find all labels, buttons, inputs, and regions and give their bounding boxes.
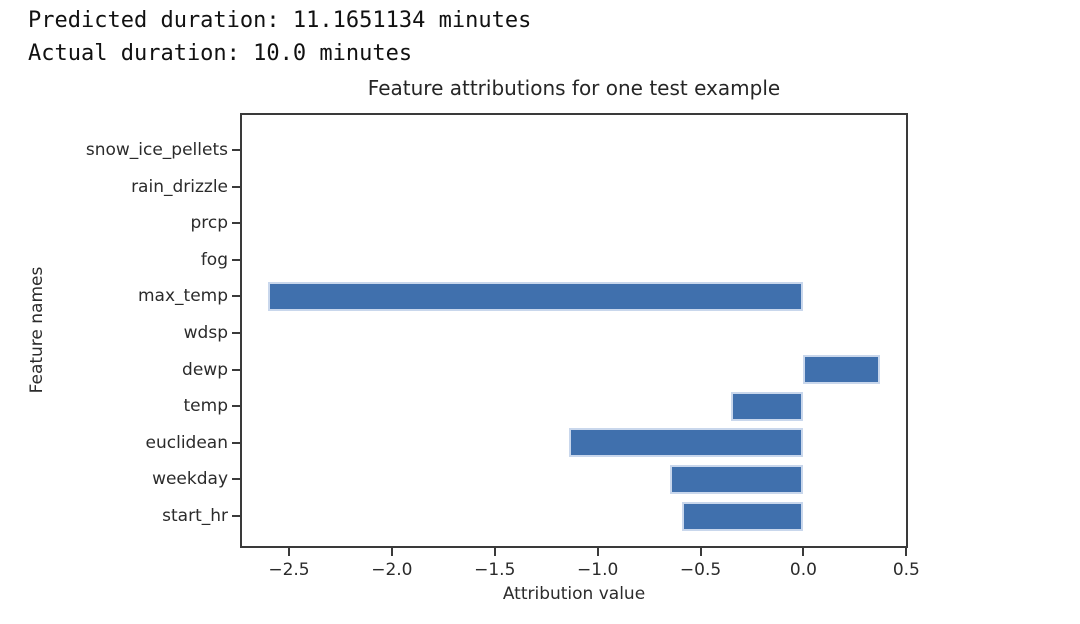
ytick-label-max_temp: max_temp xyxy=(137,286,228,307)
xtick-mark-−0.5 xyxy=(699,548,702,556)
bar-temp xyxy=(731,391,804,421)
xtick-mark-0.0 xyxy=(802,548,805,556)
actual-duration-line: Actual duration: 10.0 minutes xyxy=(28,41,413,66)
ytick-mark-rain_drizzle xyxy=(232,185,240,188)
bar-start_hr xyxy=(682,501,804,531)
ytick-label-weekday: weekday xyxy=(152,469,228,490)
ytick-mark-euclidean xyxy=(232,441,240,444)
xtick-mark-−2.5 xyxy=(287,548,290,556)
xtick-label-−1.0: −1.0 xyxy=(577,560,619,580)
xtick-mark-−2.0 xyxy=(390,548,393,556)
ytick-mark-prcp xyxy=(232,222,240,225)
xtick-label-−2.5: −2.5 xyxy=(268,560,310,580)
ytick-label-snow_ice_pellets: snow_ice_pellets xyxy=(85,140,228,160)
ytick-label-wdsp: wdsp xyxy=(183,323,228,343)
bar-dewp xyxy=(803,355,880,385)
bar-weekday xyxy=(669,464,804,494)
ytick-mark-wdsp xyxy=(232,332,240,334)
ytick-mark-dewp xyxy=(232,368,240,371)
predicted-duration-line: Predicted duration: 11.1651134 minutes xyxy=(28,8,532,33)
ytick-label-prcp: prcp xyxy=(190,213,228,234)
ytick-label-dewp: dewp xyxy=(182,359,228,380)
ytick-label-temp: temp xyxy=(183,396,228,417)
xtick-label-−2.0: −2.0 xyxy=(371,560,413,580)
ytick-mark-weekday xyxy=(232,478,240,481)
ytick-label-rain_drizzle: rain_drizzle xyxy=(131,176,228,197)
ytick-mark-start_hr xyxy=(232,515,240,517)
stdout-text: Predicted duration: 11.1651134 minutes Ac… xyxy=(28,4,531,70)
ytick-mark-snow_ice_pellets xyxy=(232,149,240,151)
plot-area xyxy=(240,113,908,548)
ytick-label-fog: fog xyxy=(200,249,228,270)
ytick-label-start_hr: start_hr xyxy=(162,506,228,526)
xtick-mark-0.5 xyxy=(905,548,908,556)
bar-euclidean xyxy=(568,428,804,458)
xtick-label-−1.5: −1.5 xyxy=(474,560,516,580)
x-axis-label: Attribution value xyxy=(502,584,646,604)
xtick-mark-−1.0 xyxy=(596,548,599,556)
xtick-label-−0.5: −0.5 xyxy=(679,560,722,580)
ytick-mark-temp xyxy=(232,405,240,408)
bar-max_temp xyxy=(268,281,804,311)
chart-title: Feature attributions for one test exampl… xyxy=(367,76,781,100)
ytick-mark-fog xyxy=(232,258,240,261)
xtick-label-0.5: 0.5 xyxy=(892,560,920,580)
xtick-mark-−1.5 xyxy=(493,548,496,556)
xtick-label-0.0: 0.0 xyxy=(789,560,817,580)
ytick-label-euclidean: euclidean xyxy=(145,432,228,453)
ytick-mark-max_temp xyxy=(232,295,240,298)
